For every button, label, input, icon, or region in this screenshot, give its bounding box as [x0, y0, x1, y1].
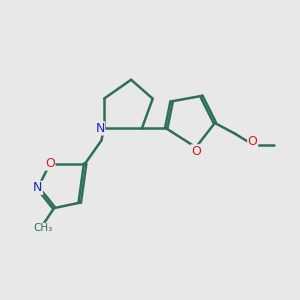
Text: CH₃: CH₃: [34, 224, 53, 233]
Text: N: N: [95, 122, 105, 135]
Text: O: O: [191, 145, 201, 158]
Text: O: O: [45, 157, 55, 170]
Text: O: O: [248, 135, 258, 148]
Text: N: N: [33, 181, 43, 194]
